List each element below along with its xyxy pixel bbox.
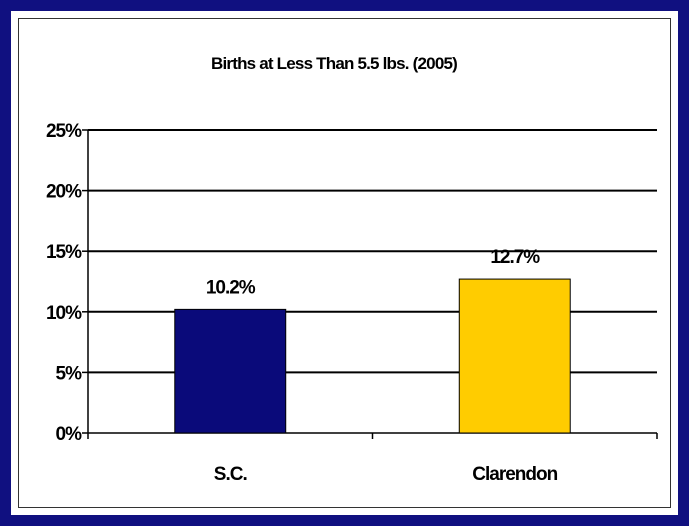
bar (174, 308, 287, 434)
y-tick-label: 20% (46, 182, 82, 203)
y-tick-label: 15% (46, 242, 82, 263)
y-tick-label: 10% (46, 303, 82, 324)
bar (458, 278, 571, 434)
y-tick-label: 5% (56, 363, 83, 384)
bar-value-label: 12.7% (490, 247, 540, 268)
x-tick-label: Clarendon (472, 464, 557, 485)
bar-value-label: 10.2% (206, 277, 256, 298)
x-tick-label: S.C. (214, 464, 247, 485)
y-tick-label: 0% (56, 424, 83, 445)
chart-title: Births at Less Than 5.5 lbs. (2005) (211, 54, 457, 73)
chart-frame: Births at Less Than 5.5 lbs. (2005) 0% 5%… (11, 11, 678, 515)
y-tick-label: 25% (46, 121, 82, 142)
bar-chart: Births at Less Than 5.5 lbs. (2005) 0% 5%… (46, 54, 658, 485)
